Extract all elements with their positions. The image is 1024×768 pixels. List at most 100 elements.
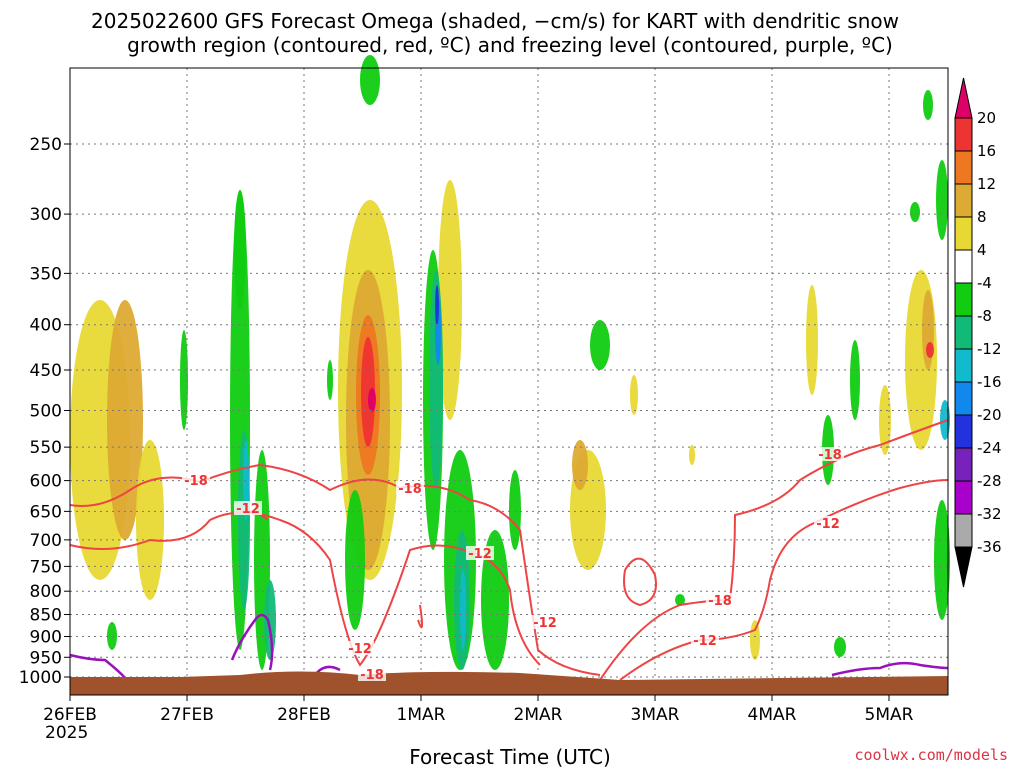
freezing-contour-line xyxy=(831,661,949,677)
colorbar-bottom-arrow xyxy=(954,546,973,588)
chart-title-line1: 2025022600 GFS Forecast Omega (shaded, −… xyxy=(91,9,899,33)
contour-label-bg xyxy=(358,667,386,681)
x-tick-label: 3MAR xyxy=(631,705,680,725)
y-tick-label: 600 xyxy=(30,472,62,492)
contour-label: -18 xyxy=(184,474,208,489)
colorbar-label: 12 xyxy=(977,175,996,193)
colorbar-label: -32 xyxy=(977,505,1002,523)
x-tick-label: 1MAR xyxy=(397,705,446,725)
omega-region xyxy=(368,388,376,412)
colorbar-label: 8 xyxy=(977,208,987,226)
colorbar-swatch xyxy=(954,513,973,548)
contour-label: -12 xyxy=(816,517,840,532)
x-tick-label: 26FEB xyxy=(43,705,97,725)
y-tick-label: 300 xyxy=(30,205,62,225)
dgz-contour-line xyxy=(69,511,541,667)
colorbar-swatch xyxy=(954,381,973,416)
omega-region xyxy=(905,270,937,450)
y-tick-label: 650 xyxy=(30,502,62,522)
terrain-fill xyxy=(70,671,948,695)
omega-region xyxy=(243,440,249,520)
omega-region xyxy=(689,445,695,465)
dgz-contour-line xyxy=(599,419,949,681)
omega-region xyxy=(509,470,521,550)
colorbar-swatch xyxy=(954,447,973,482)
y-tick-label: 550 xyxy=(30,438,62,458)
plot-frame xyxy=(69,67,949,696)
omega-region xyxy=(934,500,950,620)
x-axis-label: Forecast Time (UTC) xyxy=(409,745,611,768)
colorbar-label: -4 xyxy=(977,274,992,292)
colorbar-swatch xyxy=(954,282,973,317)
contour-label: -18 xyxy=(818,448,842,463)
omega-region xyxy=(922,290,934,370)
omega-region xyxy=(572,440,588,490)
dgz-contour-line xyxy=(623,557,657,607)
gridlines xyxy=(70,68,948,695)
colorbar: 20 16 12 8 4 -4 -8 -12 -16 -20 -24 -28 -32 -36 xyxy=(954,77,1002,588)
omega-region xyxy=(590,320,610,370)
colorbar-swatch xyxy=(954,117,973,152)
omega-region xyxy=(136,440,164,600)
omega-region xyxy=(361,337,375,447)
y-tick-label: 350 xyxy=(30,264,62,284)
omega-region xyxy=(345,490,365,630)
colorbar-label: -8 xyxy=(977,307,992,325)
colorbar-label: 4 xyxy=(977,241,987,259)
x-tick-label: 2MAR xyxy=(514,705,563,725)
y-tick-label: 750 xyxy=(30,557,62,577)
contour-label: -12 xyxy=(348,642,372,657)
contour-label: -18 xyxy=(398,482,422,497)
contour-label-bg xyxy=(814,516,842,530)
omega-region xyxy=(630,375,638,415)
x-tick-label: 5MAR xyxy=(865,705,914,725)
omega-region xyxy=(750,620,760,660)
colorbar-label: -28 xyxy=(977,472,1002,490)
credit-text: coolwx.com/models xyxy=(854,746,1008,764)
omega-region xyxy=(936,160,948,240)
y-tick-label: 250 xyxy=(30,135,62,155)
x-axis-ticks: 26FEB 27FEB 28FEB 1MAR 2MAR 3MAR 4MAR 5MAR xyxy=(43,695,914,725)
omega-region xyxy=(923,90,933,120)
freezing-contour-line xyxy=(230,613,274,671)
contour-label-bg xyxy=(706,593,734,607)
omega-region xyxy=(481,530,509,670)
omega-region xyxy=(675,594,685,606)
colorbar-label: -20 xyxy=(977,406,1002,424)
colorbar-swatch xyxy=(954,216,973,251)
x-tick-label: 4MAR xyxy=(748,705,797,725)
omega-region xyxy=(806,285,818,395)
contour-label-bg xyxy=(346,641,374,655)
freezing-level-contours xyxy=(69,613,949,679)
y-tick-label: 500 xyxy=(30,402,62,422)
colorbar-label: -24 xyxy=(977,439,1002,457)
omega-region xyxy=(850,340,860,420)
contour-label-bg xyxy=(396,481,424,495)
omega-region xyxy=(926,342,934,358)
colorbar-swatch xyxy=(954,315,973,350)
x-tick-label: 28FEB xyxy=(277,705,331,725)
y-tick-label: 450 xyxy=(30,361,62,381)
omega-region xyxy=(264,580,276,660)
y-axis-ticks: 2503003504004505005506006507007508008509… xyxy=(19,135,70,688)
contour-label-bg xyxy=(691,633,719,647)
contour-label-bg xyxy=(466,546,494,560)
colorbar-label: 16 xyxy=(977,142,996,160)
colorbar-swatch xyxy=(954,183,973,218)
colorbar-label: -16 xyxy=(977,373,1002,391)
contour-label: -12 xyxy=(693,634,717,649)
contour-labels: -18 -12 -18 -12 -12 -18 -12 -18 -12 -18 -12 xyxy=(182,447,844,683)
y-tick-label: 1000 xyxy=(19,668,62,688)
omega-region xyxy=(435,285,439,325)
y-tick-label: 950 xyxy=(30,648,62,668)
omega-region xyxy=(460,570,466,650)
colorbar-swatch xyxy=(954,414,973,449)
omega-region xyxy=(834,637,846,657)
contour-label: -12 xyxy=(533,616,557,631)
omega-region xyxy=(360,55,380,105)
omega-region xyxy=(879,385,891,455)
y-tick-label: 900 xyxy=(30,627,62,647)
contour-label: -18 xyxy=(360,668,384,683)
omega-region xyxy=(910,202,920,222)
